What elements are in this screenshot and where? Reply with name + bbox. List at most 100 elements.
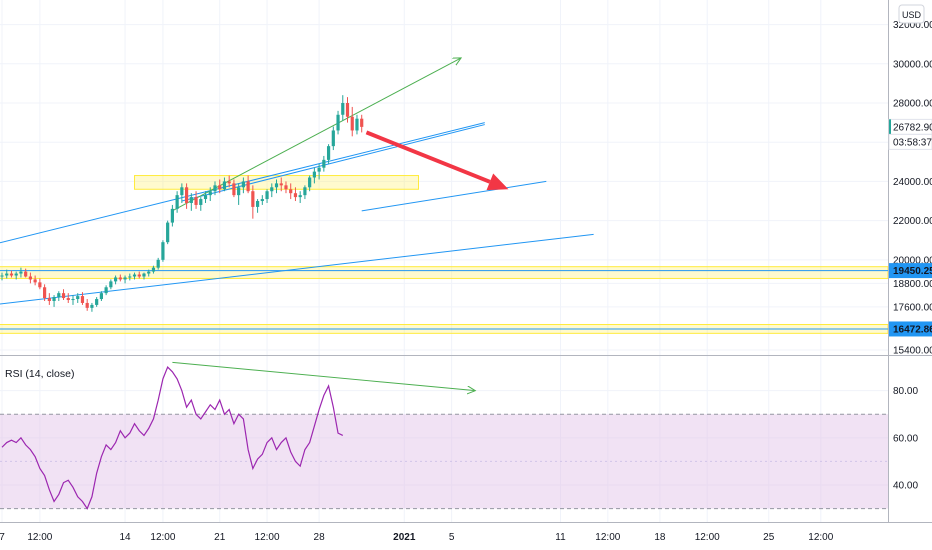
- candle-body: [265, 191, 269, 200]
- candle-body: [308, 177, 312, 188]
- candle-body: [222, 181, 227, 190]
- candle-body: [326, 146, 331, 160]
- candle-body: [85, 302, 89, 308]
- candle-body: [151, 267, 156, 272]
- candle-body: [52, 297, 56, 301]
- grid: [0, 0, 888, 522]
- candle-body: [336, 114, 340, 131]
- candle-body: [298, 195, 302, 198]
- forecast-arrow-head[interactable]: [486, 173, 509, 191]
- candle-body: [71, 299, 75, 301]
- time-axis[interactable]: 7 12:00 14 12:00 21 12:00 28 2021 5 11 12:00 18 12:0…: [0, 532, 834, 543]
- candle-body: [99, 293, 103, 300]
- candle-body: [118, 277, 122, 280]
- currency-button[interactable]: USD: [898, 4, 925, 24]
- rsi-band: [0, 414, 888, 509]
- rsi-tick-label: 60.00: [893, 433, 918, 444]
- rsi-divergence-line[interactable]: [172, 361, 475, 390]
- candle-body: [274, 183, 279, 188]
- channel-mid-ext[interactable]: [361, 180, 547, 212]
- candle-body: [156, 259, 160, 268]
- candle-body: [109, 281, 113, 288]
- y-tick-label: 24000.00: [893, 177, 932, 188]
- x-tick-label: 25: [763, 532, 775, 543]
- x-tick-label: 12:00: [695, 532, 720, 543]
- price-label-support-1[interactable]: 19450.25: [889, 263, 932, 279]
- price-label-support-2[interactable]: 16472.86: [889, 321, 932, 337]
- forecast-arrow-shaft[interactable]: [365, 130, 491, 184]
- candle-body: [104, 287, 108, 294]
- candle-body: [61, 293, 66, 299]
- zones: [0, 175, 889, 334]
- candle-body: [0, 275, 4, 277]
- candle-body: [80, 296, 85, 303]
- candle-body: [19, 271, 23, 274]
- candle-body: [57, 293, 61, 298]
- candle-body: [90, 304, 94, 308]
- candle-body: [66, 298, 70, 301]
- candle-body: [113, 277, 118, 282]
- candle-body: [345, 103, 350, 117]
- candle-body: [24, 271, 28, 277]
- candle-body: [360, 118, 364, 127]
- price-label-marker: [889, 119, 891, 135]
- candle-body: [42, 287, 47, 299]
- rsi-pane: [0, 361, 888, 510]
- x-tick-label: 18: [654, 532, 666, 543]
- y-tick-label: 22000.00: [893, 216, 932, 227]
- candle-body: [232, 183, 236, 196]
- candle-body: [350, 116, 354, 131]
- x-tick-label: 2021: [393, 532, 416, 543]
- x-tick-label: 21: [214, 532, 226, 543]
- drawing-lines[interactable]: [0, 58, 594, 318]
- candle-body: [170, 208, 174, 223]
- channel-upper[interactable]: [0, 122, 485, 272]
- y-tick-label: 20000.00: [893, 255, 932, 266]
- rsi-tick-label: 40.00: [893, 480, 918, 491]
- candle-body: [355, 118, 359, 131]
- price-axis[interactable]: 32000.0030000.0028000.0026000.0024000.00…: [888, 20, 932, 491]
- x-tick-label: 7: [0, 532, 5, 543]
- channel-lower[interactable]: [0, 233, 594, 317]
- candle-body: [14, 273, 18, 276]
- candle-body: [303, 187, 307, 196]
- candle-body: [33, 279, 37, 283]
- price-label-bg: [889, 321, 932, 337]
- candle-body: [322, 159, 326, 168]
- candle-body: [341, 103, 345, 115]
- x-tick-label: 5: [449, 532, 455, 543]
- x-tick-label: 12:00: [27, 532, 52, 543]
- price-label-bg: [888, 133, 932, 150]
- price-label-last-price[interactable]: 26782.90: [888, 118, 932, 135]
- candle-body: [279, 183, 283, 186]
- candle-body: [289, 189, 293, 194]
- rsi-title[interactable]: RSI (14, close): [5, 368, 74, 380]
- candle-body: [95, 299, 99, 305]
- candle-body: [47, 298, 51, 301]
- candle-body: [9, 273, 14, 276]
- candle-body: [194, 197, 198, 205]
- x-tick-label: 12:00: [150, 532, 175, 543]
- candle-body: [137, 274, 141, 277]
- candle-body: [166, 222, 170, 243]
- candle-body: [270, 187, 274, 192]
- candle-body: [237, 187, 241, 196]
- candle-body: [189, 197, 193, 203]
- support-zone-1[interactable]: [0, 266, 889, 279]
- candle-body: [255, 201, 260, 207]
- price-label-text: 16472.86: [893, 324, 932, 335]
- candle-body: [180, 187, 184, 196]
- price-label-countdown[interactable]: 03:58:37: [888, 133, 932, 150]
- x-tick-label: 11: [555, 532, 566, 543]
- rsi-tick-label: 80.00: [893, 386, 918, 397]
- candle-body: [147, 271, 151, 274]
- x-tick-label: 14: [119, 532, 131, 543]
- price-label-text: 26782.90: [893, 122, 932, 133]
- candle-body: [123, 277, 127, 280]
- candle-body: [227, 181, 231, 184]
- candle-body: [208, 191, 212, 196]
- candle-body: [218, 185, 222, 190]
- candle-body: [76, 296, 80, 300]
- price-label-bg: [889, 263, 932, 279]
